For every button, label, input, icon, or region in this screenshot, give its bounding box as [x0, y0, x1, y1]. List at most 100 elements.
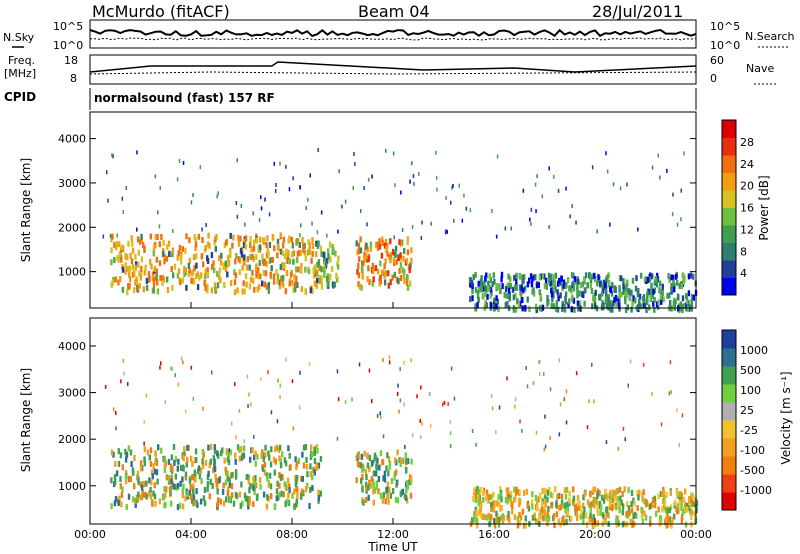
velocity-cell: [542, 509, 545, 516]
velocity-cell: [203, 500, 207, 507]
power-cell: [179, 258, 183, 265]
power-cell: [499, 287, 502, 294]
velocity-cell: [544, 414, 546, 419]
power-cell: [395, 276, 399, 283]
velocity-cell: [262, 452, 265, 459]
velocity-cell: [491, 406, 494, 411]
power-cell: [121, 266, 125, 273]
power-cell: [267, 282, 270, 288]
velocity-cell: [146, 449, 150, 456]
power-cell: [376, 268, 380, 275]
velocity-cell: [311, 451, 314, 458]
power-colorbar-swatch: [722, 242, 736, 261]
power-cell: [112, 154, 114, 159]
power-cell: [179, 279, 182, 286]
velocity-cell: [211, 482, 214, 489]
velocity-cell: [388, 464, 391, 471]
power-cell: [306, 249, 310, 256]
power-cell: [596, 229, 598, 234]
velocity-cell: [163, 485, 166, 492]
power-cell: [538, 289, 541, 296]
freq-line: [89, 61, 697, 73]
velocity-cell: [576, 504, 580, 511]
nsearch-tick-low: 10^0: [710, 39, 740, 52]
power-cell: [244, 222, 246, 227]
power-cell: [278, 283, 282, 290]
velocity-cell: [238, 455, 242, 462]
power-cell: [187, 271, 191, 278]
velocity-cell: [500, 514, 503, 521]
velocity-cell: [251, 447, 254, 454]
velocity-cell: [221, 488, 225, 495]
velocity-cell: [264, 451, 267, 458]
time-tick-label: 00:00: [680, 528, 712, 541]
power-cell: [609, 287, 613, 294]
velocity-cell: [131, 467, 135, 474]
power-cell: [589, 282, 592, 289]
power-cell: [323, 266, 326, 273]
velocity-cell: [483, 514, 487, 520]
velocity-cell: [124, 456, 128, 463]
velocity-cell: [479, 486, 482, 493]
power-cell: [249, 254, 252, 261]
velocity-cell: [501, 517, 505, 524]
velocity-cell: [133, 455, 136, 461]
velocity-cell: [578, 500, 581, 507]
power-cell: [300, 263, 303, 269]
velocity-colorbar-tick-label: -1000: [740, 484, 772, 497]
power-cell: [561, 301, 564, 307]
power-cell: [291, 242, 294, 249]
power-cell: [477, 296, 480, 303]
velocity-cell: [252, 501, 255, 508]
power-cell: [161, 279, 164, 286]
velocity-cell: [217, 497, 220, 504]
power-cell: [226, 271, 229, 278]
velocity-cell: [293, 503, 296, 510]
velocity-cell: [311, 485, 314, 491]
power-cell: [329, 273, 332, 280]
velocity-cell: [566, 510, 570, 517]
velocity-cell: [170, 454, 173, 461]
power-cell: [364, 256, 367, 263]
power-cell: [138, 270, 141, 277]
power-cell: [248, 264, 251, 271]
velocity-cell: [216, 488, 219, 495]
power-cell: [237, 240, 241, 247]
power-cell: [195, 273, 198, 279]
velocity-cell: [159, 365, 161, 370]
power-cell: [646, 276, 650, 283]
velocity-cell: [235, 469, 238, 476]
velocity-cell: [592, 522, 595, 529]
velocity-cell: [268, 454, 271, 461]
power-cell: [559, 280, 562, 287]
velocity-cell: [476, 485, 479, 492]
velocity-cell: [645, 501, 648, 508]
velocity-cell: [476, 522, 479, 529]
velocity-cell: [364, 496, 368, 503]
velocity-cell: [178, 502, 182, 509]
power-cell: [328, 241, 332, 248]
velocity-cell: [260, 453, 263, 459]
power-cell: [265, 261, 268, 268]
velocity-cell: [653, 502, 657, 509]
power-cell: [229, 232, 232, 239]
velocity-cell: [248, 487, 251, 494]
velocity-cell: [120, 379, 122, 384]
power-cell: [356, 268, 359, 275]
power-cell: [365, 256, 368, 263]
power-cell: [679, 301, 682, 308]
velocity-cell: [143, 456, 146, 463]
velocity-cell: [495, 516, 499, 523]
velocity-cell: [641, 518, 645, 525]
velocity-cell: [184, 474, 188, 481]
velocity-cell: [388, 460, 392, 467]
power-cell: [387, 270, 390, 277]
velocity-cell: [115, 470, 119, 477]
power-cell: [675, 279, 679, 286]
velocity-cell: [596, 493, 599, 500]
velocity-cell: [404, 444, 406, 449]
velocity-cell: [123, 371, 125, 376]
power-cell: [278, 279, 281, 286]
power-cell: [251, 253, 254, 260]
power-cell: [143, 269, 146, 276]
